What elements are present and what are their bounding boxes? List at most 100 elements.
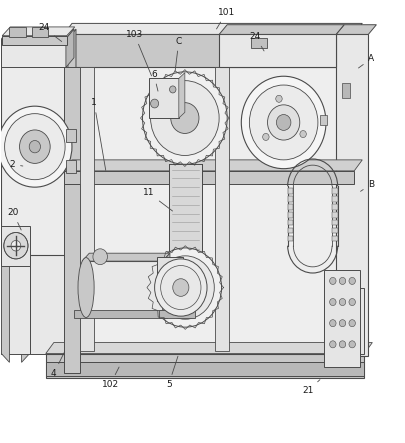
- Circle shape: [329, 277, 335, 284]
- Polygon shape: [64, 160, 361, 171]
- Text: A: A: [358, 54, 373, 68]
- Bar: [2, 36, 66, 45]
- Ellipse shape: [78, 257, 94, 318]
- Bar: [287, 196, 292, 202]
- Polygon shape: [66, 29, 74, 67]
- Bar: [80, 67, 94, 351]
- Bar: [46, 362, 363, 376]
- Bar: [1, 39, 66, 67]
- Text: 101: 101: [216, 8, 234, 29]
- Bar: [323, 270, 359, 367]
- Bar: [148, 78, 178, 118]
- Bar: [287, 212, 292, 218]
- Circle shape: [329, 299, 335, 306]
- Polygon shape: [21, 67, 30, 362]
- Bar: [64, 67, 80, 373]
- Bar: [156, 256, 182, 301]
- Circle shape: [4, 233, 28, 259]
- Text: 11: 11: [143, 188, 172, 211]
- Text: 24: 24: [38, 23, 62, 42]
- Bar: [215, 67, 229, 351]
- Polygon shape: [178, 73, 184, 118]
- Bar: [32, 27, 48, 37]
- Circle shape: [348, 277, 354, 284]
- Circle shape: [156, 256, 214, 319]
- Circle shape: [276, 115, 290, 130]
- Circle shape: [11, 241, 21, 251]
- Polygon shape: [219, 25, 343, 35]
- Circle shape: [348, 320, 354, 327]
- Circle shape: [241, 76, 325, 169]
- Bar: [287, 204, 292, 210]
- Polygon shape: [1, 255, 9, 362]
- Text: 24: 24: [249, 32, 263, 51]
- Circle shape: [262, 133, 269, 140]
- Bar: [64, 35, 353, 67]
- Bar: [331, 196, 337, 202]
- Bar: [82, 261, 162, 314]
- Circle shape: [267, 105, 299, 140]
- Circle shape: [150, 99, 158, 108]
- Circle shape: [171, 103, 198, 133]
- Text: C: C: [175, 36, 181, 71]
- Circle shape: [348, 299, 354, 306]
- Circle shape: [154, 259, 207, 316]
- Polygon shape: [68, 29, 76, 255]
- Bar: [168, 164, 201, 274]
- Bar: [335, 35, 367, 356]
- Polygon shape: [335, 25, 375, 35]
- Polygon shape: [162, 253, 170, 314]
- Bar: [46, 354, 363, 378]
- Circle shape: [169, 86, 175, 93]
- Polygon shape: [21, 58, 66, 67]
- Text: 5: 5: [166, 356, 177, 389]
- Circle shape: [339, 299, 345, 306]
- Circle shape: [339, 320, 345, 327]
- Circle shape: [160, 265, 200, 310]
- Text: 4: 4: [51, 352, 64, 378]
- Circle shape: [29, 140, 40, 153]
- Circle shape: [149, 248, 221, 327]
- Polygon shape: [46, 342, 371, 354]
- Bar: [169, 283, 181, 293]
- Bar: [219, 35, 335, 67]
- Circle shape: [0, 106, 72, 187]
- Text: 21: 21: [301, 380, 319, 396]
- Polygon shape: [82, 253, 170, 261]
- Text: 20: 20: [7, 208, 21, 230]
- Bar: [331, 228, 337, 233]
- Circle shape: [329, 341, 335, 348]
- Circle shape: [4, 114, 65, 180]
- Bar: [331, 212, 337, 218]
- Text: 2: 2: [9, 160, 23, 169]
- Circle shape: [93, 249, 107, 264]
- Bar: [1, 39, 68, 255]
- Bar: [337, 288, 363, 354]
- Polygon shape: [2, 27, 75, 36]
- Bar: [66, 129, 76, 142]
- Bar: [158, 310, 194, 319]
- Text: 6: 6: [151, 70, 158, 91]
- Circle shape: [249, 85, 317, 160]
- Bar: [1, 255, 30, 354]
- Bar: [1, 226, 30, 265]
- Bar: [331, 204, 337, 210]
- Bar: [331, 220, 337, 225]
- Circle shape: [348, 341, 354, 348]
- Circle shape: [339, 277, 345, 284]
- Text: B: B: [360, 179, 373, 191]
- Circle shape: [339, 341, 345, 348]
- Bar: [331, 188, 337, 194]
- Bar: [287, 220, 292, 225]
- Circle shape: [299, 131, 306, 138]
- Bar: [30, 67, 66, 354]
- Bar: [66, 160, 76, 173]
- Text: 103: 103: [126, 30, 151, 76]
- Bar: [251, 38, 266, 47]
- Bar: [341, 83, 350, 98]
- Text: 102: 102: [101, 367, 119, 389]
- Circle shape: [275, 95, 281, 102]
- Bar: [74, 310, 166, 319]
- Circle shape: [142, 72, 227, 164]
- Polygon shape: [1, 29, 74, 39]
